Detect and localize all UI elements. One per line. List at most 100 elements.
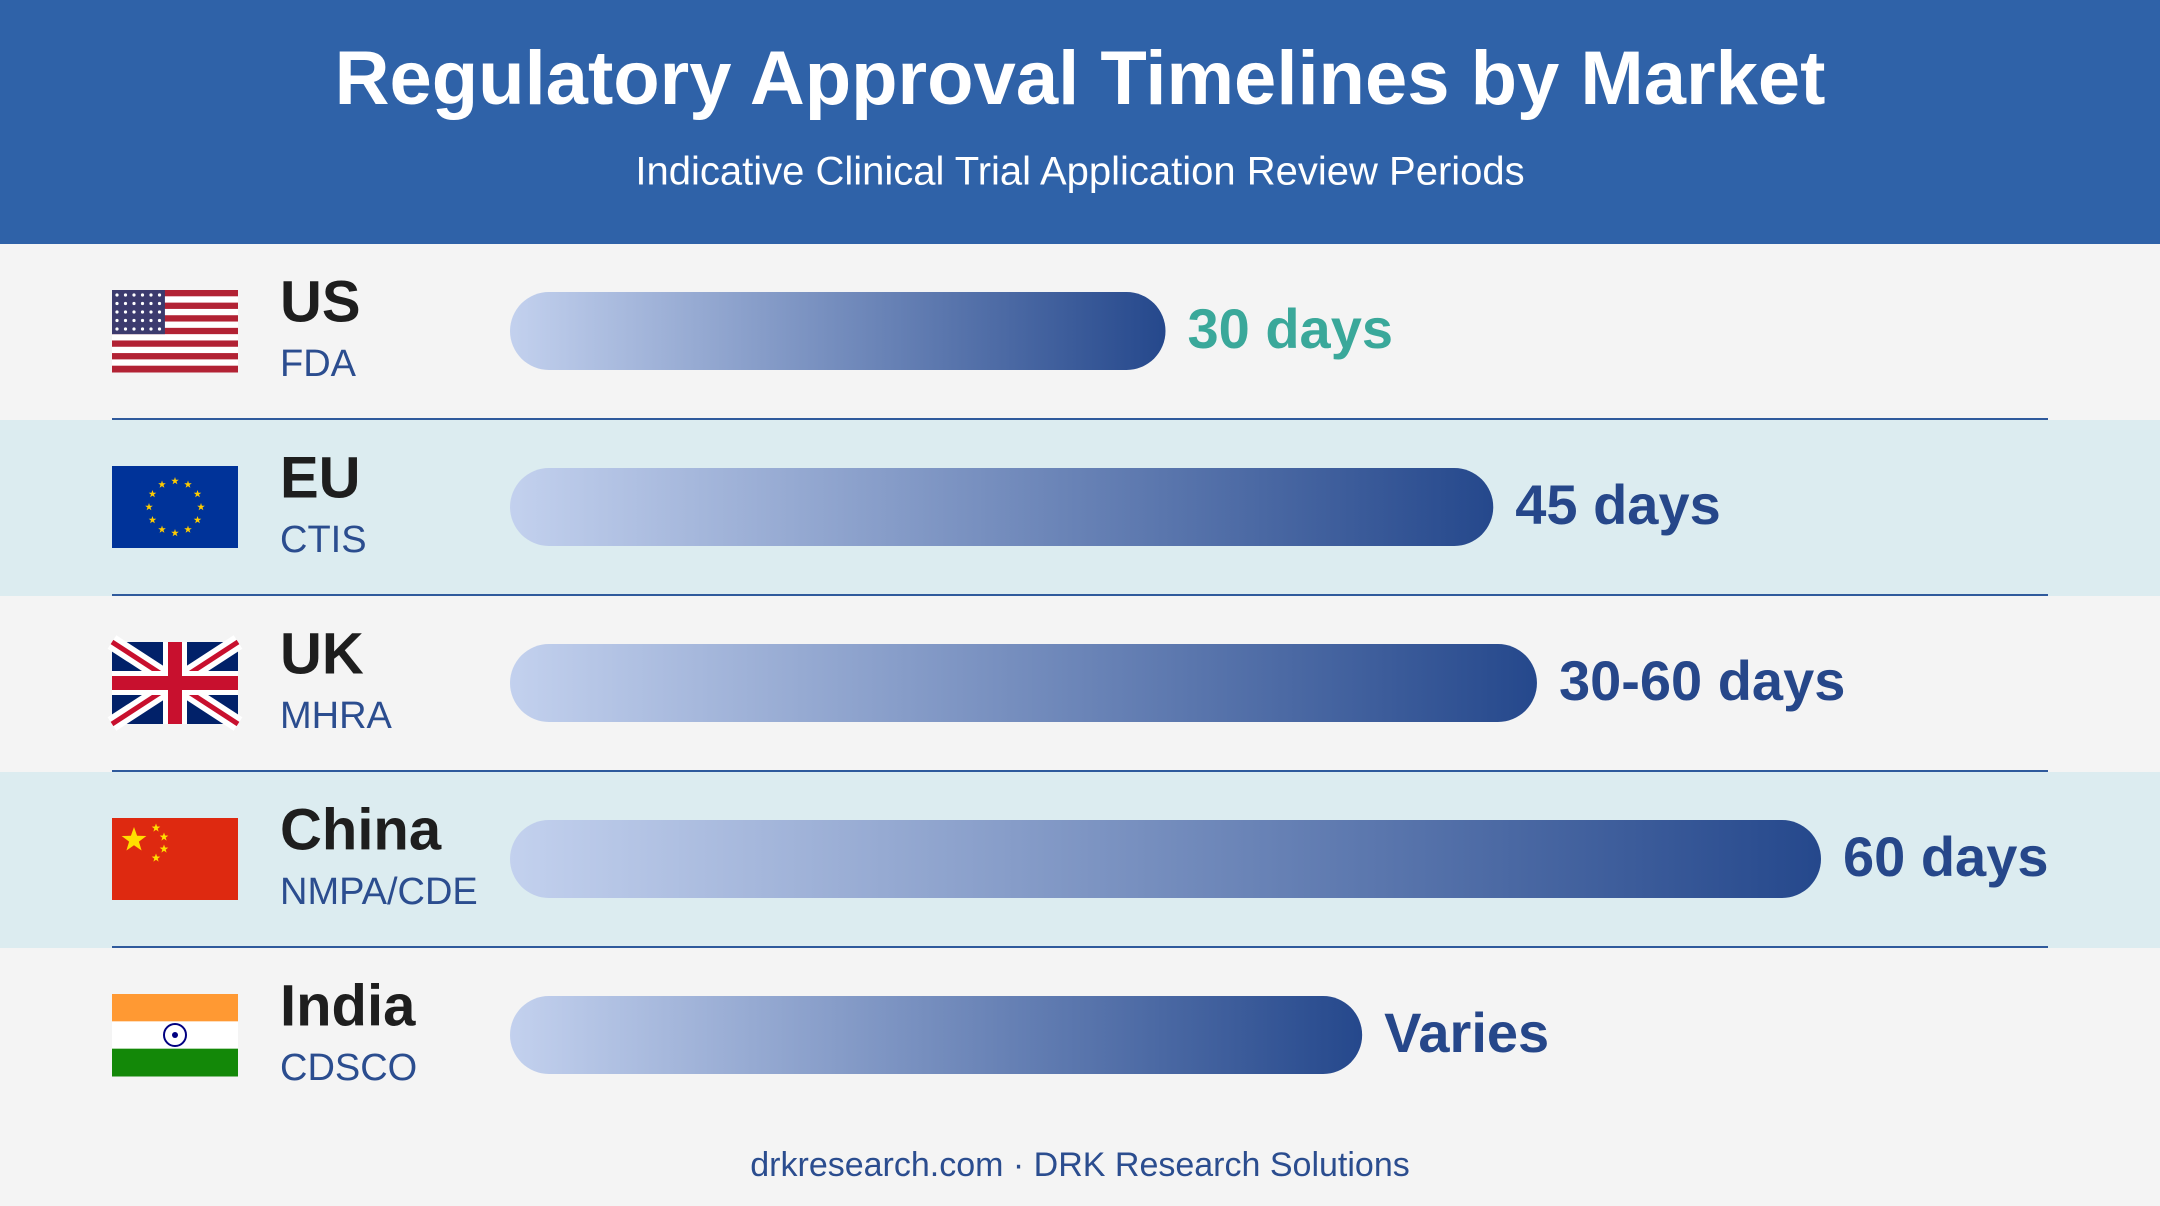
agency-name: CTIS bbox=[280, 519, 367, 561]
row-separator bbox=[112, 594, 2048, 597]
flag-star bbox=[115, 318, 119, 323]
flag-star bbox=[157, 318, 162, 323]
flag-star bbox=[148, 490, 157, 498]
flag-star bbox=[159, 844, 169, 853]
agency-name: NMPA/CDE bbox=[280, 871, 478, 913]
flag-star bbox=[149, 327, 153, 331]
chart-subtitle: Indicative Clinical Trial Application Re… bbox=[635, 150, 1524, 194]
flag-star bbox=[140, 327, 145, 331]
flag-star bbox=[184, 525, 192, 533]
flag-star bbox=[193, 516, 202, 524]
flag-star bbox=[132, 310, 136, 314]
value-label: 30-60 days bbox=[1559, 649, 1845, 712]
value-label: 45 days bbox=[1515, 473, 1721, 536]
flag bbox=[112, 466, 238, 548]
flag-star bbox=[149, 318, 153, 323]
flag-star bbox=[115, 327, 119, 331]
flag-star bbox=[132, 318, 136, 323]
flag-stripe bbox=[112, 327, 238, 335]
flag-star bbox=[149, 301, 153, 306]
agency-name: FDA bbox=[280, 343, 357, 385]
market-name: US bbox=[280, 269, 361, 334]
flag-star bbox=[171, 477, 179, 485]
flag-star bbox=[140, 293, 145, 297]
flag-stripe bbox=[112, 315, 238, 323]
flag-stripe bbox=[112, 346, 238, 354]
flag bbox=[112, 994, 238, 1077]
rows: US FDA 30 days EU CTIS 45 days UK MHRA 30-60 day… bbox=[0, 244, 2160, 1124]
row-separator bbox=[112, 946, 2048, 949]
value-label: Varies bbox=[1384, 1001, 1549, 1064]
flag-star bbox=[184, 480, 192, 488]
flag-star bbox=[123, 301, 128, 306]
flag-star bbox=[197, 503, 205, 511]
flag-stripe bbox=[112, 353, 238, 360]
flag-stripe bbox=[112, 1048, 238, 1077]
flag-star bbox=[123, 310, 128, 314]
flag bbox=[107, 635, 243, 731]
row-separator bbox=[112, 770, 2048, 773]
bar bbox=[510, 996, 1363, 1074]
flag-star bbox=[158, 480, 166, 488]
flag-stripe bbox=[112, 296, 238, 304]
flag-stripe bbox=[112, 302, 238, 310]
flag-star bbox=[123, 327, 128, 331]
flag-stripe bbox=[112, 359, 238, 367]
flag-star bbox=[193, 490, 202, 498]
flag-cross-red bbox=[112, 642, 238, 724]
market-name: China bbox=[280, 797, 442, 862]
flag-star bbox=[157, 293, 162, 297]
row-separator bbox=[112, 418, 2048, 421]
flag-stripe bbox=[112, 321, 238, 329]
flag-star bbox=[148, 516, 157, 524]
flag-star bbox=[151, 853, 161, 862]
flag-stripe bbox=[112, 365, 238, 373]
flag-star bbox=[115, 301, 119, 306]
flag-star bbox=[140, 310, 145, 314]
flag-star bbox=[158, 525, 166, 533]
flag-star bbox=[140, 301, 145, 306]
header bbox=[0, 0, 2160, 244]
market-name: EU bbox=[280, 445, 361, 510]
flag-canton bbox=[112, 290, 165, 335]
bar bbox=[510, 644, 1537, 722]
value-label: 30 days bbox=[1188, 297, 1394, 360]
flag-star bbox=[132, 327, 136, 331]
market-name: UK bbox=[280, 621, 364, 686]
bar bbox=[510, 820, 1821, 898]
flag-stripe bbox=[112, 334, 238, 341]
agency-name: MHRA bbox=[280, 695, 393, 737]
flag-star bbox=[123, 318, 128, 323]
flag-star bbox=[159, 832, 169, 841]
flag-star bbox=[140, 318, 145, 323]
flag-star bbox=[149, 293, 153, 297]
flag-stripe bbox=[112, 340, 238, 348]
flag-field bbox=[112, 818, 238, 900]
market-name: India bbox=[280, 973, 416, 1038]
flag-star bbox=[115, 310, 119, 314]
flag-star bbox=[157, 301, 162, 306]
flag-star bbox=[132, 293, 136, 297]
flag-star bbox=[115, 293, 119, 297]
bar bbox=[510, 468, 1494, 546]
flag-stripe bbox=[112, 308, 238, 316]
chart-title: Regulatory Approval Timelines by Market bbox=[335, 36, 1826, 121]
flag-star bbox=[157, 327, 162, 331]
footer: drkresearch.com · DRK Research Solutions bbox=[750, 1146, 1409, 1184]
flag-star bbox=[171, 529, 179, 537]
flag-star bbox=[151, 823, 161, 832]
flag-hub bbox=[172, 1032, 178, 1038]
flag-star bbox=[157, 310, 162, 314]
flag-star bbox=[149, 310, 153, 314]
flag-star bbox=[123, 293, 128, 297]
flag-star bbox=[121, 827, 147, 851]
flag-wheel bbox=[163, 1023, 187, 1047]
flag-star bbox=[132, 301, 136, 306]
bar bbox=[510, 292, 1166, 370]
flag bbox=[112, 290, 238, 373]
flag-stripe bbox=[112, 290, 238, 297]
flag bbox=[112, 818, 238, 900]
flag-stripe bbox=[112, 994, 238, 1022]
